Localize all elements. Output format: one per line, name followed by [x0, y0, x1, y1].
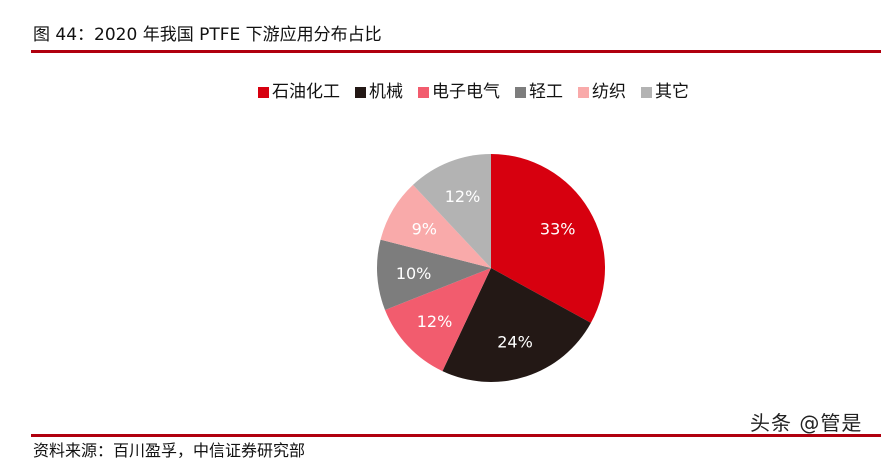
legend-swatch: [515, 86, 526, 98]
legend-item-light-industry: 轻工: [515, 81, 563, 103]
legend-label: 石油化工: [272, 82, 340, 102]
legend-swatch: [641, 86, 652, 98]
legend-swatch: [578, 86, 589, 98]
pie-slice-label: 24%: [497, 333, 533, 352]
pie-slice-label: 33%: [540, 220, 576, 239]
legend-swatch: [418, 86, 429, 98]
pie-slice-label: 12%: [445, 187, 481, 206]
legend-label: 机械: [369, 82, 403, 102]
source-note: 资料来源：百川盈孚，中信证券研究部: [33, 441, 306, 460]
legend-label: 纺织: [592, 82, 626, 102]
legend-swatch: [355, 86, 366, 98]
watermark: 头条 @管是: [750, 411, 863, 435]
footer-divider: [31, 434, 881, 437]
legend-item-electronics: 电子电气: [418, 81, 500, 103]
legend-item-other: 其它: [641, 81, 689, 103]
legend-swatch: [258, 86, 269, 98]
chart-legend: 石油化工 机械 电子电气 轻工 纺织 其它: [258, 81, 689, 103]
pie-slice: [412, 154, 491, 268]
legend-label: 电子电气: [432, 82, 500, 102]
legend-item-petrochemical: 石油化工: [258, 81, 340, 103]
pie-slice: [385, 268, 491, 372]
pie-slice: [377, 239, 491, 310]
pie-slice: [491, 154, 606, 323]
legend-label: 轻工: [529, 82, 563, 102]
pie-chart: 33% 24% 12% 10% 9% 12%: [377, 154, 606, 383]
legend-label: 其它: [655, 82, 689, 102]
pie-slice-label: 12%: [417, 312, 453, 331]
figure-title: 图 44：2020 年我国 PTFE 下游应用分布占比: [33, 25, 382, 45]
pie-slice: [380, 184, 491, 268]
title-divider: [31, 50, 881, 53]
pie-slice-label: 10%: [396, 264, 432, 283]
legend-item-textile: 纺织: [578, 81, 626, 103]
legend-item-machinery: 机械: [355, 81, 403, 103]
pie-slice: [442, 268, 591, 383]
pie-slice-label: 9%: [412, 220, 437, 239]
